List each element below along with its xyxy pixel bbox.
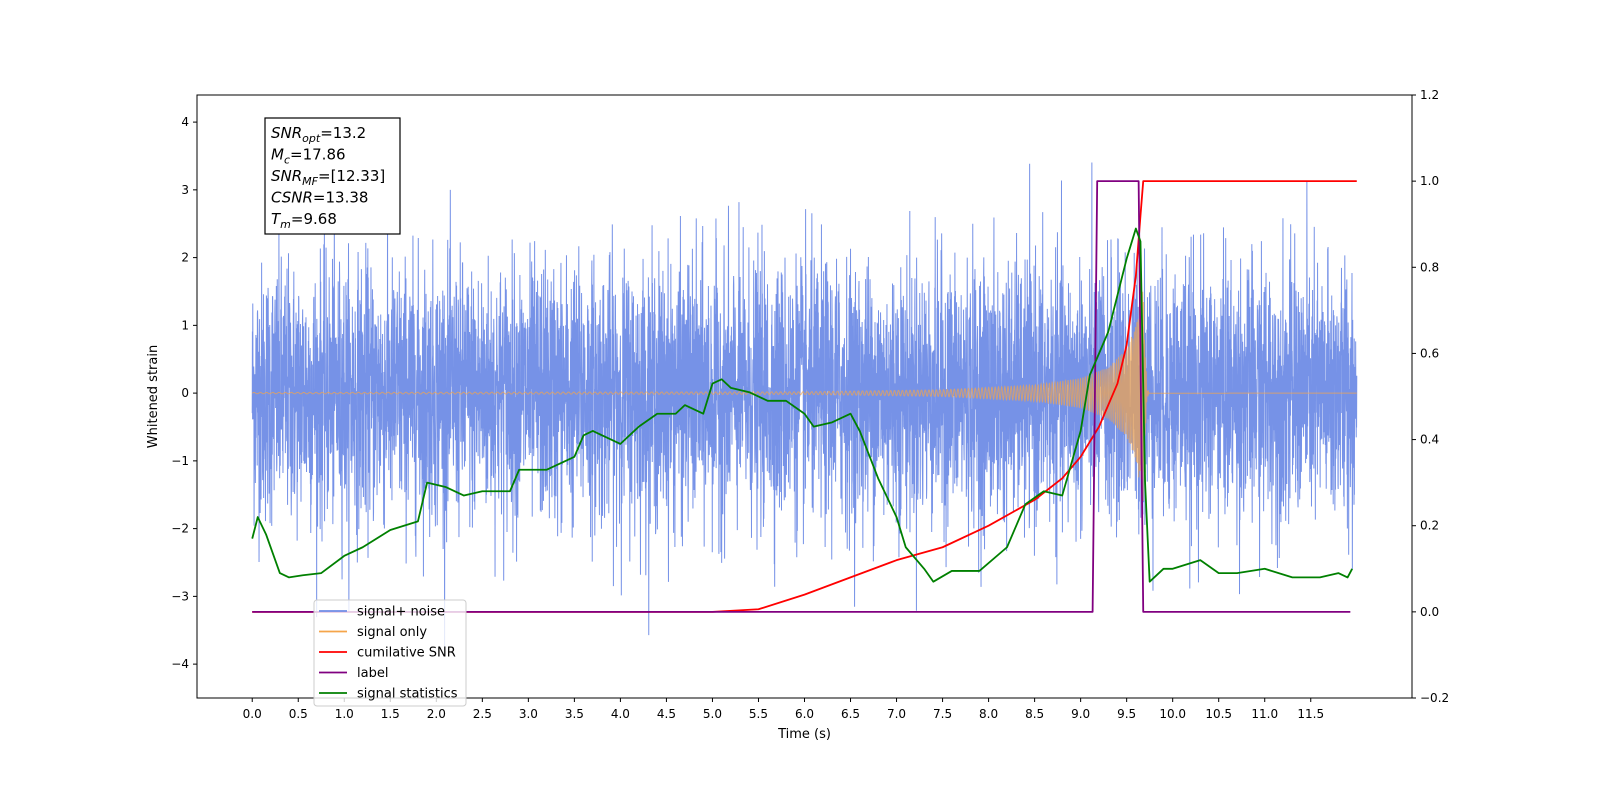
y-tick-label: 4 — [181, 115, 189, 129]
x-tick-label: 10.5 — [1205, 707, 1232, 721]
y2-tick-label: 0.4 — [1420, 433, 1439, 447]
info-subscript: opt — [302, 132, 321, 145]
y-tick-label: 3 — [181, 183, 189, 197]
x-tick-label: 0.5 — [289, 707, 308, 721]
legend-label: signal statistics — [357, 687, 458, 702]
info-box-frame — [264, 117, 401, 235]
info-box-row: SNRMF=[12.33] — [271, 167, 385, 188]
y2-tick-label: 0.8 — [1420, 260, 1439, 274]
x-tick-label: 4.0 — [611, 707, 630, 721]
signal-statistics-line — [251, 227, 1353, 583]
x-tick-label: 3.5 — [565, 707, 584, 721]
info-label: M — [271, 146, 284, 164]
series-lines — [251, 180, 1357, 613]
x-tick-label: 8.5 — [1025, 707, 1044, 721]
x-tick-label: 5.5 — [749, 707, 768, 721]
info-box-row: SNRopt=13.2 — [271, 124, 366, 145]
info-subscript: m — [280, 218, 291, 231]
y2-tick-label: −0.2 — [1420, 691, 1449, 705]
x-tick-label: 6.0 — [795, 707, 814, 721]
x-tick-label: 5.0 — [703, 707, 722, 721]
info-value: =17.86 — [290, 146, 346, 164]
x-tick-label: 9.5 — [1117, 707, 1136, 721]
info-box-row: Tm=9.68 — [271, 210, 337, 231]
signal-only-line — [251, 290, 1357, 502]
signal-noise-line — [251, 162, 1358, 652]
y-tick-label: 1 — [181, 318, 189, 332]
x-tick-label: 6.5 — [841, 707, 860, 721]
y-tick-label: 2 — [181, 251, 189, 265]
y2-tick-label: 1.0 — [1420, 174, 1439, 188]
x-tick-label: 3.0 — [519, 707, 538, 721]
ticks: 0.0 0.5 1.0 1.5 2.0 2.5 3.0 3.5 4.0 4.5 5.0 5.5 6.0 6… — [171, 88, 1449, 721]
legend-label: label — [357, 666, 388, 681]
x-tick-label: 8.0 — [979, 707, 998, 721]
info-value: =13.2 — [320, 124, 366, 142]
x-tick-label: 11.0 — [1251, 707, 1278, 721]
legend-label: signal+ noise — [357, 605, 445, 620]
y2-tick-label: 0.0 — [1420, 605, 1439, 619]
signal-only-series — [251, 290, 1357, 502]
y-tick-label: −2 — [171, 522, 189, 536]
y2-tick-label: 0.2 — [1420, 519, 1439, 533]
legend-label: cumilative SNR — [357, 646, 456, 661]
x-tick-label: 7.0 — [887, 707, 906, 721]
y-tick-label: −3 — [171, 589, 189, 603]
info-subscript: MF — [302, 175, 318, 188]
x-tick-label: 2.0 — [427, 707, 446, 721]
info-label: SNR — [271, 167, 302, 185]
info-box-row: Mc=17.86 — [271, 146, 346, 167]
signal-noise-series — [251, 162, 1358, 652]
x-tick-label: 9.0 — [1071, 707, 1090, 721]
x-tick-label: 10.0 — [1159, 707, 1186, 721]
cumilative-snr-line — [252, 180, 1357, 613]
label-line — [252, 180, 1351, 613]
info-box-row: CSNR=13.38 — [271, 189, 368, 207]
y-tick-label: −1 — [171, 454, 189, 468]
info-label: SNR — [271, 124, 302, 142]
info-value: =[12.33] — [318, 167, 385, 185]
legend-frame — [313, 599, 467, 707]
x-tick-label: 7.5 — [933, 707, 952, 721]
x-tick-label: 2.5 — [473, 707, 492, 721]
y2-tick-label: 0.6 — [1420, 346, 1439, 360]
legend-label: signal only — [357, 625, 427, 640]
info-box: SNRopt=13.2Mc=17.86SNRMF=[12.33]CSNR=13.… — [264, 117, 401, 235]
x-tick-label: 11.5 — [1297, 707, 1324, 721]
y-tick-label: 0 — [181, 386, 189, 400]
y-axis-label: Whitened strain — [146, 345, 161, 448]
info-label: T — [271, 210, 282, 228]
x-tick-label: 1.0 — [335, 707, 354, 721]
x-axis-label: Time (s) — [777, 727, 831, 742]
x-tick-label: 0.0 — [243, 707, 262, 721]
y-tick-label: −4 — [171, 657, 189, 671]
x-tick-label: 1.5 — [381, 707, 400, 721]
info-value: =13.38 — [313, 189, 369, 207]
legend: signal+ noise signal only cumilative SNR la… — [313, 599, 467, 707]
y2-tick-label: 1.2 — [1420, 88, 1439, 102]
info-label: CSNR — [271, 189, 313, 207]
x-tick-label: 4.5 — [657, 707, 676, 721]
info-subscript: c — [284, 154, 290, 167]
info-value: =9.68 — [291, 210, 337, 228]
